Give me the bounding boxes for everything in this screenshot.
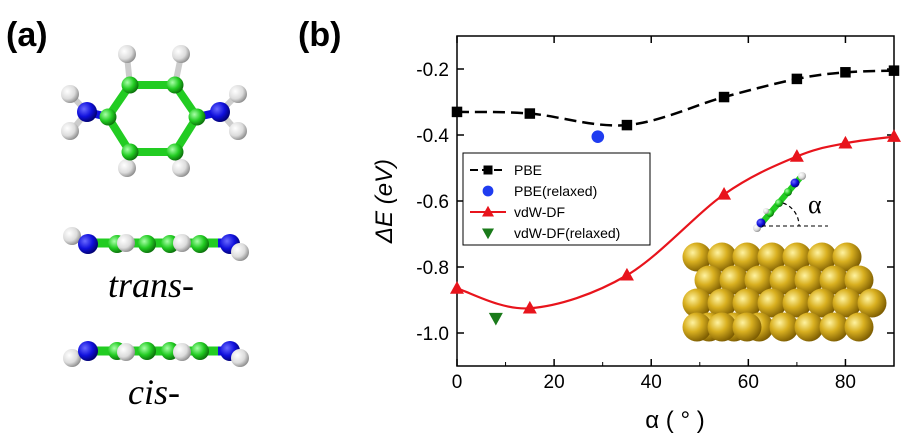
gold-atom xyxy=(769,265,799,295)
point-pbe xyxy=(451,106,463,118)
gold-atom xyxy=(719,265,749,295)
legend-box xyxy=(462,152,651,246)
legend: PBE PBE(relaxed) vdW-DF vdW-DF(relaxed) xyxy=(462,152,651,246)
point-vdw-df xyxy=(717,187,732,200)
gold-atom xyxy=(832,288,862,318)
gold-atom xyxy=(844,265,874,295)
x-axis-title: α ( ° ) xyxy=(645,407,704,434)
legend-vdw-df-relaxed-marker xyxy=(482,228,494,240)
y-tick-label: -0.8 xyxy=(416,258,449,279)
gold-atom xyxy=(757,242,787,272)
gold-atom xyxy=(757,288,787,318)
gold-atom xyxy=(732,288,762,318)
gold-atom xyxy=(707,312,737,342)
molecule-top-view xyxy=(61,45,247,177)
y-tick-label: -1.0 xyxy=(416,324,449,345)
energy-chart: -1.0 -0.8 -0.6 -0.4 -0.2 0 20 40 60 80 ΔE (eV) α… xyxy=(371,35,901,434)
gold-atom xyxy=(732,242,762,272)
gold-atom xyxy=(682,312,712,342)
x-tick-label: 60 xyxy=(738,372,759,393)
point-vdw-df-relaxed xyxy=(488,312,503,326)
point-vdw-df xyxy=(789,149,804,162)
inset-angle-label: α xyxy=(808,190,822,219)
gold-atom xyxy=(794,265,824,295)
legend-vdw-df-relaxed-label: vdW-DF(relaxed) xyxy=(514,225,620,241)
gold-atom xyxy=(694,265,724,295)
point-vdw-df xyxy=(619,267,634,281)
x-tick-label: 20 xyxy=(544,372,565,393)
molecule-cis-side-view xyxy=(63,341,249,367)
point-pbe xyxy=(888,65,900,76)
series-markers xyxy=(450,65,901,326)
x-tick-label: 0 xyxy=(452,372,463,393)
y-tick-label: -0.4 xyxy=(416,126,449,147)
point-vdw-df xyxy=(838,135,853,149)
gold-atom xyxy=(769,312,799,342)
inset-molecule xyxy=(753,172,828,232)
legend-pbe-relaxed-label: PBE(relaxed) xyxy=(514,183,597,199)
point-pbe xyxy=(524,108,536,119)
legend-pbe-marker xyxy=(483,165,493,175)
point-pbe xyxy=(621,119,633,131)
gold-atom xyxy=(782,242,812,272)
legend-pbe-relaxed-marker xyxy=(482,185,494,197)
series-pbe-line xyxy=(456,69,895,127)
gold-atom xyxy=(807,288,837,318)
y-tick-label: -0.2 xyxy=(416,60,449,81)
gold-atom xyxy=(782,288,812,318)
point-pbe xyxy=(718,91,730,103)
y-axis: -1.0 -0.8 -0.6 -0.4 -0.2 xyxy=(416,60,894,345)
y-axis-title: ΔE (eV) xyxy=(371,159,398,244)
point-pbe-relaxed xyxy=(591,130,605,143)
gold-atom xyxy=(832,242,862,272)
gold-atom xyxy=(707,288,737,318)
point-pbe xyxy=(791,73,803,85)
point-vdw-df xyxy=(522,300,537,314)
x-tick-label: 80 xyxy=(835,372,856,393)
gold-atom xyxy=(819,265,849,295)
legend-vdw-df-marker xyxy=(482,205,494,217)
gold-atom xyxy=(707,242,737,272)
panel-b-label: (b) xyxy=(298,16,341,54)
trans-caption: trans- xyxy=(108,265,194,305)
panel-a-label: (a) xyxy=(6,16,48,54)
point-pbe xyxy=(840,67,851,78)
gold-atom xyxy=(732,312,762,342)
legend-pbe-label: PBE xyxy=(514,162,542,178)
cis-caption: cis- xyxy=(128,372,180,412)
gold-atom xyxy=(682,242,712,272)
gold-atom xyxy=(744,265,774,295)
legend-vdw-df-label: vdW-DF xyxy=(514,204,565,220)
x-tick-label: 40 xyxy=(641,372,662,393)
y-tick-label: -0.6 xyxy=(416,192,449,213)
gold-atom xyxy=(807,242,837,272)
x-axis: 0 20 40 60 80 xyxy=(452,36,856,393)
inset-structure xyxy=(682,242,887,342)
gold-atom xyxy=(844,312,874,342)
point-vdw-df xyxy=(887,129,901,142)
gold-atom xyxy=(682,288,712,318)
molecule-trans-side-view xyxy=(63,227,249,261)
point-vdw-df xyxy=(450,281,464,294)
gold-atom xyxy=(794,312,824,342)
gold-atom xyxy=(819,312,849,342)
gold-atom xyxy=(857,288,887,318)
